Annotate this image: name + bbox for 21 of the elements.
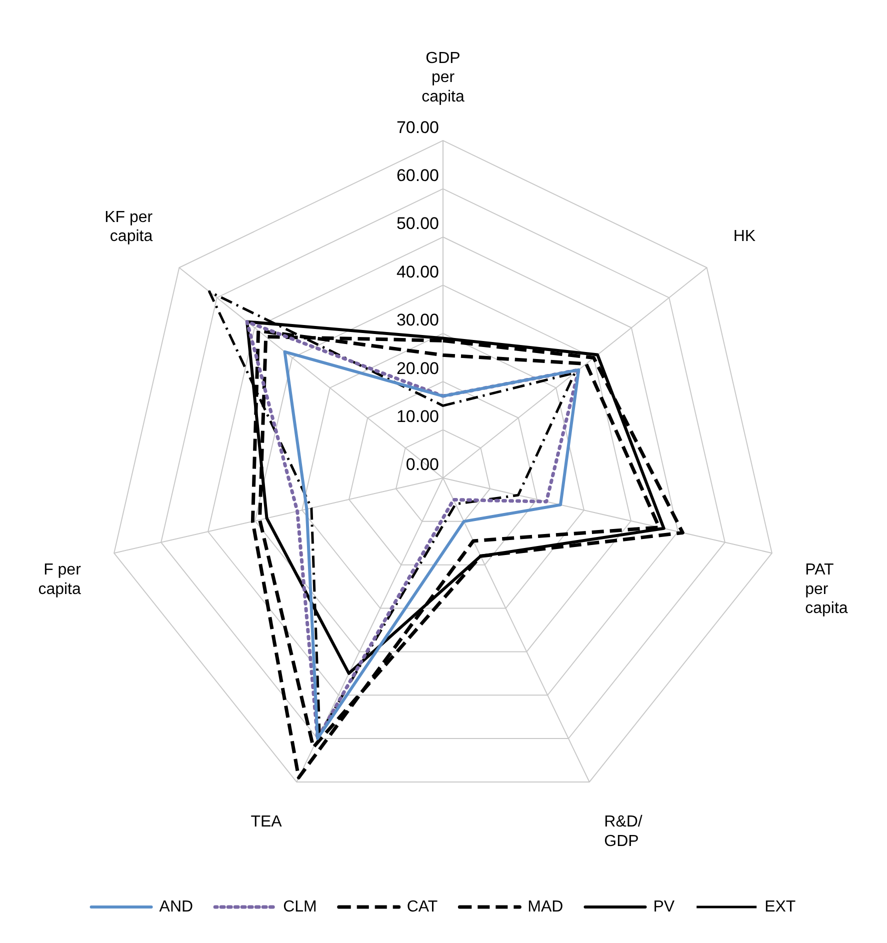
legend-label: PV: [653, 898, 675, 916]
legend-label: EXT: [764, 898, 796, 916]
y-tick-label: 10.00: [396, 406, 439, 426]
y-tick-label: 60.00: [396, 166, 439, 185]
legend-label: MAD: [528, 898, 564, 916]
legend-label: CLM: [283, 898, 317, 916]
y-tick-label: 40.00: [396, 262, 439, 282]
y-tick-label: 30.00: [396, 310, 439, 330]
spoke-label: TEA: [250, 814, 282, 831]
legend-label: CAT: [406, 898, 438, 916]
spoke-label: HK: [733, 228, 756, 246]
y-tick-label: 70.00: [396, 118, 439, 137]
spoke-label: R&D/GDP: [604, 814, 643, 850]
y-tick-label: 0.00: [406, 455, 439, 474]
y-tick-label: 20.00: [396, 358, 439, 378]
y-tick-label: 50.00: [396, 214, 439, 234]
spoke-label: GDP per capita: [422, 50, 464, 106]
spoke-label: PAT per capita: [805, 562, 848, 618]
spoke-label: KF per capita: [104, 209, 154, 246]
spoke-label: F per capita: [38, 562, 82, 598]
legend-label: AND: [159, 898, 194, 916]
